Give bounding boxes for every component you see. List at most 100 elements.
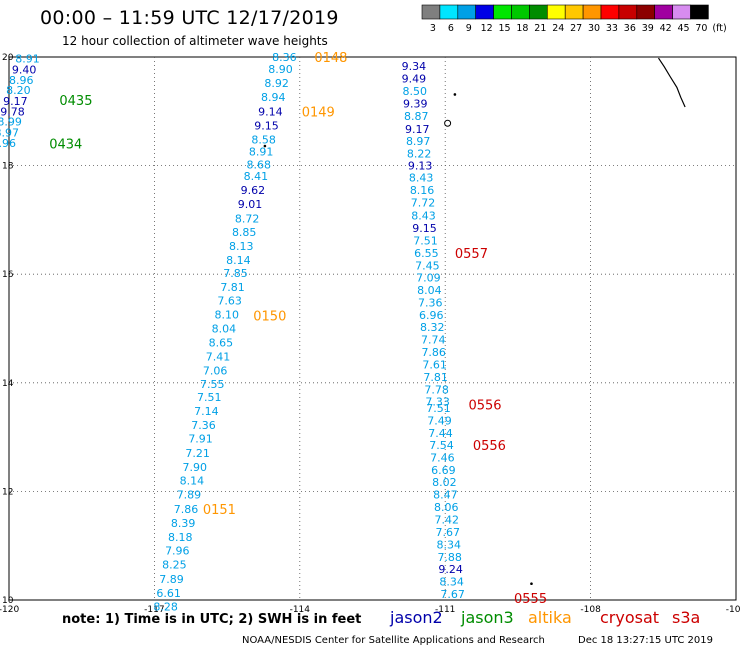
wave-height-reading: 9.01 [238, 198, 263, 211]
wave-height-reading: 8.39 [171, 517, 196, 530]
pass-time-label: 0557 [455, 247, 488, 262]
pass-time-label: 0151 [203, 503, 236, 518]
wave-height-reading: 7.61 [422, 358, 447, 371]
wave-height-reading: 7.67 [436, 526, 461, 539]
island-clarion [263, 144, 267, 148]
wave-height-reading: 7.90 [183, 461, 208, 474]
wave-height-reading: 7.36 [191, 419, 216, 432]
wave-height-reading: 9.24 [438, 563, 463, 576]
wave-height-reading: 8.97 [0, 126, 19, 139]
legend-tick-label: 45 [678, 23, 690, 34]
legend-tick-label: 30 [588, 23, 600, 34]
wave-height-reading: 8.34 [436, 539, 461, 552]
wave-height-reading: 8.97 [406, 135, 431, 148]
pass-time-label: 0556 [473, 439, 506, 454]
wave-height-reading: 8.50 [403, 85, 428, 98]
wave-height-reading: 8.65 [209, 337, 234, 350]
wave-height-reading: 8.10 [214, 308, 239, 321]
wave-height-reading: 9.78 [0, 105, 25, 118]
legend-tick-label: 18 [516, 23, 528, 34]
legend-tick-label: 6 [448, 23, 454, 34]
wave-height-reading: 8.90 [268, 63, 293, 76]
wave-height-reading: 6.96 [419, 309, 444, 322]
wave-height-reading: 7.33 [425, 395, 450, 408]
wave-height-reading: 7.09 [416, 271, 441, 284]
wave-height-reading: 6.55 [414, 247, 439, 260]
wave-height-reading: 8.91 [249, 145, 274, 158]
wave-height-reading: 8.04 [212, 323, 237, 336]
wave-height-reading: 7.14 [194, 405, 219, 418]
wave-height-reading: 7.74 [421, 333, 446, 346]
wave-height-reading: 6.69 [431, 464, 456, 477]
wave-height-reading: 7.54 [429, 439, 454, 452]
wave-height-reading: 8.34 [439, 576, 464, 589]
latitude-tick-label: 14 [2, 379, 14, 389]
wave-height-reading: 7.63 [217, 294, 242, 307]
wave-height-reading: 8.43 [409, 172, 434, 185]
satellite-label-jason3: jason3 [461, 608, 514, 627]
wave-height-reading: 8.47 [433, 489, 458, 502]
wave-height-reading: 7.67 [440, 588, 465, 601]
wave-height-reading: 8.32 [420, 321, 445, 334]
wave-height-reading: 9.15 [254, 119, 279, 132]
wave-height-reading: 7.41 [206, 351, 231, 364]
wave-height-reading: 8.99 [0, 116, 22, 129]
wave-height-reading: 9.62 [241, 184, 265, 197]
wave-height-reading: 7.36 [418, 296, 443, 309]
wave-height-reading: 7.51 [197, 391, 222, 404]
wave-height-reading: 7.21 [185, 447, 210, 460]
latitude-tick-label: 16 [2, 270, 14, 280]
wave-height-reading: 6.61 [156, 587, 181, 600]
longitude-tick-label: -105 [726, 605, 740, 615]
pass-time-label: 0556 [468, 399, 501, 414]
wave-height-reading: 8.02 [432, 476, 457, 489]
coastline [658, 57, 686, 108]
satellite-label-cryosat: cryosat [600, 608, 660, 627]
wave-height-reading: 9.39 [403, 98, 428, 111]
wave-height-reading: 8.94 [261, 91, 286, 104]
page-subtitle: 12 hour collection of altimeter wave hei… [62, 34, 328, 48]
wave-height-reading: 7.88 [437, 551, 462, 564]
wave-height-reading: 7.72 [411, 197, 436, 210]
wave-height-reading: 8.41 [244, 170, 269, 183]
pass-time-label: 0148 [314, 51, 347, 66]
wave-height-reading: 8.22 [407, 148, 432, 161]
wave-height-reading: 8.68 [246, 159, 271, 172]
wave-height-reading: 7.91 [188, 433, 213, 446]
legend-tick-label: 24 [552, 23, 564, 34]
island-clipperton [530, 582, 533, 586]
latitude-tick-label: 20 [2, 53, 14, 63]
footer-credit: NOAA/NESDIS Center for Satellite Applica… [242, 635, 545, 646]
pass-time-label: 0149 [302, 105, 335, 120]
wave-height-reading: 7.86 [421, 346, 446, 359]
legend-tick-label: 70 [695, 23, 707, 34]
satellite-label-s3a: s3a [672, 608, 701, 627]
wave-height-reading: 8.14 [226, 254, 251, 267]
wave-height-reading: 8.96 [0, 137, 16, 150]
wave-height-reading: 7.51 [413, 235, 438, 248]
pass-time-label: 0434 [49, 137, 82, 152]
wave-height-reading: 9.34 [402, 60, 427, 73]
wave-height-reading: 7.81 [423, 371, 448, 384]
latitude-tick-label: 12 [2, 487, 13, 497]
wave-height-reading: 7.78 [424, 383, 449, 396]
legend-tick-label: 12 [481, 23, 493, 34]
wave-height-reading: 7.96 [165, 545, 190, 558]
wave-height-reading: 7.46 [430, 452, 455, 465]
wave-height-reading: 9.14 [258, 105, 283, 118]
pass-time-label: 0435 [59, 94, 92, 109]
wave-height-reading: 8.14 [180, 475, 205, 488]
wave-height-reading: 8.16 [410, 184, 435, 197]
wave-height-reading: 7.85 [223, 267, 248, 280]
island-san-benedicto [453, 93, 457, 96]
wave-height-reading: 7.45 [415, 260, 440, 273]
footer-timestamp: Dec 18 13:27:15 UTC 2019 [578, 635, 713, 646]
satellite-label-jason2: jason2 [390, 608, 443, 627]
latitude-tick-label: 18 [2, 162, 14, 172]
wave-height-reading: 8.28 [153, 601, 178, 614]
longitude-tick-label: -114 [290, 605, 311, 615]
wave-height-reading: 7.86 [174, 503, 199, 516]
wave-height-reading: 7.42 [435, 514, 460, 527]
longitude-tick-label: -108 [580, 605, 601, 615]
